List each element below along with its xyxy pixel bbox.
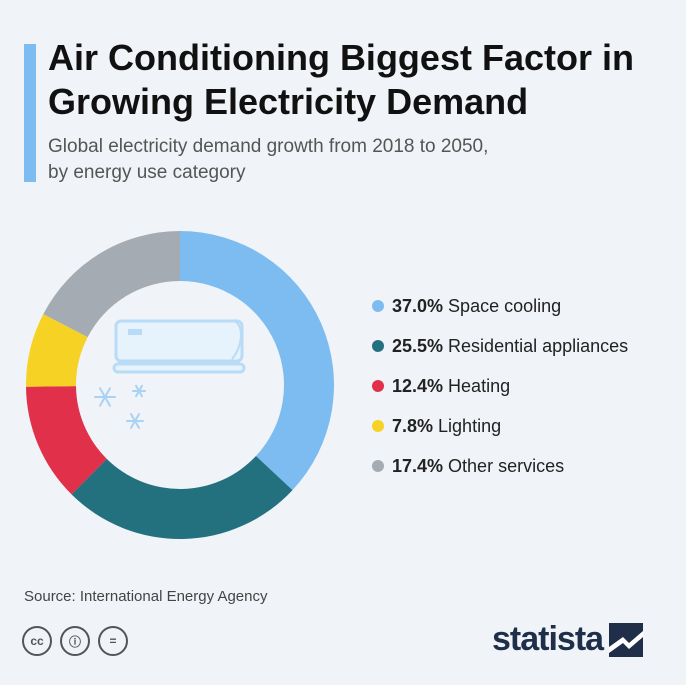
license-nd-icon[interactable]: =	[98, 626, 128, 656]
air-conditioner-icon	[112, 319, 246, 374]
source-note: Source: International Energy Agency	[24, 588, 268, 605]
title-accent-bar	[24, 44, 36, 182]
legend-item: 37.0% Space cooling	[372, 286, 628, 326]
donut-chart	[26, 231, 334, 539]
legend-item: 25.5% Residential appliances	[372, 326, 628, 366]
legend-swatch	[372, 460, 384, 472]
chart-subtitle: Global electricity demand growth from 20…	[48, 134, 648, 186]
legend-label: Other services	[448, 455, 565, 476]
donut-slices	[26, 231, 334, 539]
license-cc-icon[interactable]: cc	[22, 626, 52, 656]
subtitle-line-1: Global electricity demand growth from 20…	[48, 136, 489, 157]
chart-title: Air Conditioning Biggest Factor in Growi…	[48, 37, 634, 122]
chart-legend: 37.0% Space cooling 25.5% Residential appli…	[372, 286, 628, 486]
brand-name: statista	[492, 620, 604, 658]
license-by-icon[interactable]: ⓘ	[60, 626, 90, 656]
legend-value: 12.4%	[392, 375, 444, 396]
donut-slice-other-services	[43, 231, 180, 338]
subtitle-line-2: by energy use category	[48, 162, 246, 183]
legend-label: Lighting	[438, 415, 502, 436]
legend-swatch	[372, 420, 384, 432]
legend-swatch	[372, 380, 384, 392]
legend-swatch	[372, 340, 384, 352]
brand-logo: statista	[492, 620, 644, 659]
statista-logo-icon	[609, 622, 644, 657]
legend-value: 17.4%	[392, 455, 444, 476]
legend-value: 7.8%	[392, 415, 434, 436]
donut-slice-heating	[26, 386, 107, 495]
legend-label: Space cooling	[448, 295, 562, 316]
legend-item: 7.8% Lighting	[372, 406, 628, 446]
legend-item: 17.4% Other services	[372, 446, 628, 486]
snowflake-icon	[94, 384, 146, 429]
legend-item: 12.4% Heating	[372, 366, 628, 406]
license-icons: cc ⓘ =	[22, 626, 136, 656]
legend-swatch	[372, 300, 384, 312]
donut-slice-space-cooling	[180, 231, 334, 491]
legend-value: 25.5%	[392, 335, 444, 356]
legend-label: Heating	[448, 375, 511, 396]
donut-slice-residential-appliances	[71, 456, 293, 539]
legend-label: Residential appliances	[448, 335, 629, 356]
legend-value: 37.0%	[392, 295, 444, 316]
donut-slice-lighting	[26, 314, 88, 387]
